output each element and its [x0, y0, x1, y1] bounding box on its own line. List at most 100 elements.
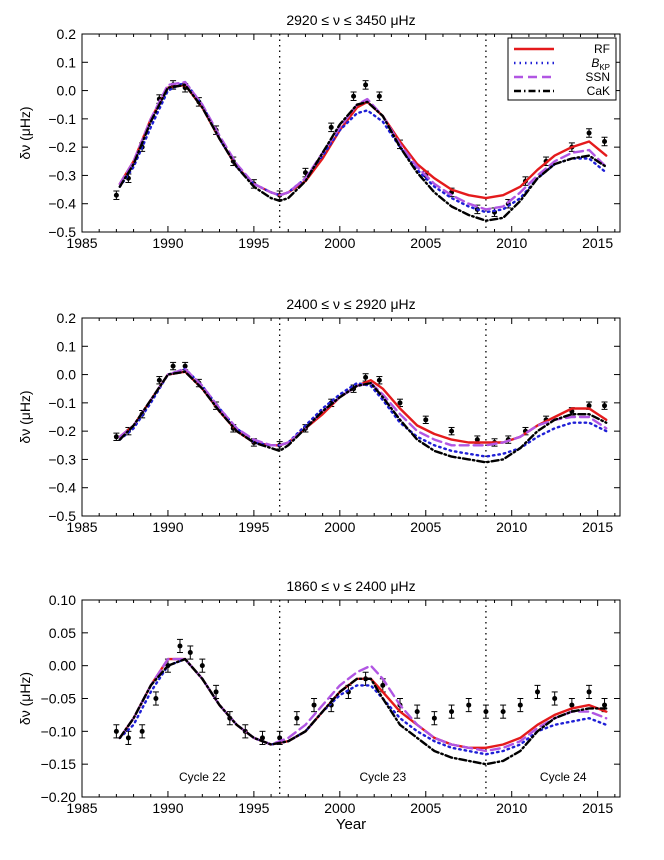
observed-point	[602, 403, 608, 409]
observed-point	[586, 689, 592, 695]
x-tick-label: 2005	[410, 800, 441, 816]
observed-point	[363, 82, 369, 88]
series-line-cak	[118, 657, 608, 766]
observed-point	[376, 93, 382, 99]
x-tick-label: 2010	[496, 800, 527, 816]
observed-point	[517, 702, 523, 708]
x-tick-label: 2010	[496, 519, 527, 535]
observed-point	[500, 709, 506, 715]
x-tick-label: 2005	[410, 235, 441, 251]
x-tick-label: 1990	[152, 235, 183, 251]
cycle-label: Cycle 22	[179, 770, 226, 784]
x-tick-label: 1995	[238, 519, 269, 535]
x-tick-label: 1990	[152, 519, 183, 535]
cycle-label: Cycle 23	[359, 770, 406, 784]
observed-point	[187, 650, 193, 656]
x-tick-label: 2000	[324, 519, 355, 535]
observed-point	[363, 374, 369, 380]
observed-point	[376, 377, 382, 383]
observed-point	[483, 709, 489, 715]
y-tick-label: −0.4	[48, 480, 76, 496]
observed-point	[552, 696, 558, 701]
observed-point	[449, 709, 455, 715]
x-tick-label: 2015	[582, 800, 613, 816]
observed-point	[259, 735, 265, 741]
y-tick-label: 0.1	[57, 338, 77, 354]
y-axis-label: δν (μHz)	[17, 106, 33, 159]
x-tick-label: 2000	[324, 800, 355, 816]
x-tick-label: 1985	[66, 800, 97, 816]
legend-label-ssn: SSN	[585, 70, 610, 84]
y-tick-label: −0.5	[48, 224, 76, 240]
x-axis-label: Year	[336, 816, 366, 833]
observed-point	[311, 702, 317, 708]
observed-point	[328, 124, 334, 130]
panel-3: 1860 ≤ ν ≤ 2400 μHz 1985 1990 1995 2000 2005 2…	[17, 578, 621, 833]
panel-1: 2920 ≤ ν ≤ 3450 μHz 1985 1990 1995 2000 2005 2…	[17, 12, 621, 251]
observed-point	[414, 709, 420, 715]
x-tick-label: 1990	[152, 800, 183, 816]
y-tick-label: −0.1	[48, 111, 76, 127]
observed-series	[113, 80, 608, 217]
series-line-cak	[118, 370, 608, 464]
y-tick-label: −0.2	[48, 423, 76, 439]
x-tick-label: 2000	[324, 235, 355, 251]
observed-point	[431, 715, 437, 721]
x-tick-label: 1985	[66, 519, 97, 535]
y-tick-label: 0.10	[49, 592, 76, 608]
legend-label-bkp: BKP	[591, 56, 610, 72]
observed-point	[586, 130, 592, 136]
series-line-bkp	[118, 367, 608, 458]
x-tick-label: 2010	[496, 235, 527, 251]
observed-point	[199, 663, 205, 669]
observed-point	[113, 728, 119, 734]
x-tick-label: 2015	[582, 519, 613, 535]
panel-2: 2400 ≤ ν ≤ 2920 μHz 1985 1990 1995 2000 2005 2…	[17, 296, 621, 535]
x-tick-label: 2015	[582, 235, 613, 251]
observed-point	[351, 93, 357, 99]
observed-point	[534, 689, 540, 695]
y-axis-label: δν (μHz)	[17, 390, 33, 443]
series-line-cak	[118, 83, 608, 222]
observed-point	[113, 192, 119, 198]
y-tick-label: 0.1	[57, 54, 77, 70]
observed-point	[294, 715, 300, 721]
observed-point	[602, 138, 608, 144]
observed-point	[177, 643, 183, 649]
series-line-bkp	[118, 657, 608, 756]
y-tick-label: −0.3	[48, 167, 76, 183]
observed-point	[113, 434, 119, 440]
y-tick-label: 0.05	[49, 625, 76, 641]
x-tick-label: 1995	[238, 800, 269, 816]
y-tick-label: −0.5	[48, 508, 76, 524]
observed-point	[277, 735, 283, 741]
y-tick-label: −0.4	[48, 196, 76, 212]
observed-point	[139, 728, 145, 734]
observed-point	[302, 170, 308, 176]
observed-point	[423, 417, 429, 423]
x-tick-label: 1985	[66, 235, 97, 251]
x-tick-label: 2005	[410, 519, 441, 535]
observed-point	[466, 702, 472, 708]
observed-point	[380, 682, 386, 688]
plot-frame	[81, 33, 621, 233]
observed-point	[586, 403, 592, 409]
x-tick-label: 1995	[238, 235, 269, 251]
cycle-label: Cycle 24	[540, 770, 587, 784]
observed-point	[397, 400, 403, 406]
observed-point	[125, 735, 131, 741]
y-tick-label: 0.0	[57, 367, 77, 383]
y-tick-label: −0.1	[48, 395, 76, 411]
series-line-ssn	[118, 80, 608, 211]
observed-point	[569, 702, 575, 708]
observed-point	[170, 363, 176, 369]
observed-point	[602, 702, 608, 708]
y-tick-label: 0.2	[57, 310, 77, 326]
y-tick-label: −0.15	[41, 756, 77, 772]
y-tick-label: −0.10	[41, 723, 77, 739]
observed-point	[213, 689, 219, 695]
panel-title: 2920 ≤ ν ≤ 3450 μHz	[286, 12, 415, 28]
observed-point	[156, 377, 162, 383]
legend-label-rf: RF	[594, 42, 610, 56]
